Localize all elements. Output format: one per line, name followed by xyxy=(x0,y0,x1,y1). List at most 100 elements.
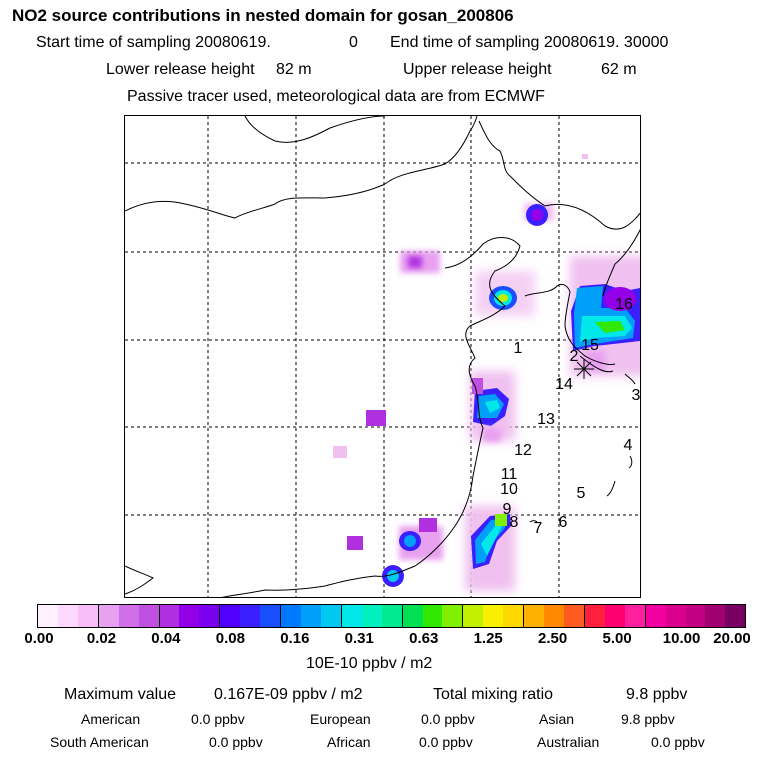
receptor-marker xyxy=(574,359,594,379)
colorbar-swatch xyxy=(98,605,119,627)
colorbar-tick-label: 0.04 xyxy=(151,630,181,647)
colorbar-tick-label: 5.00 xyxy=(602,630,632,647)
colorbar-tick-label: 0.00 xyxy=(24,630,54,647)
colorbar-swatch xyxy=(179,605,200,627)
source-label-16: 16 xyxy=(615,296,633,313)
region-american-value: 0.0 ppbv xyxy=(191,711,245,727)
colorbar-swatch xyxy=(524,605,545,627)
colorbar-tick-label: 0.16 xyxy=(280,630,310,647)
plume-bohai xyxy=(475,271,535,316)
colorbar-swatch xyxy=(463,605,484,627)
region-south-american-name: South American xyxy=(50,734,149,750)
colorbar xyxy=(37,604,746,628)
colorbar-swatch xyxy=(260,605,282,627)
colorbar-swatch xyxy=(199,605,221,627)
region-american-name: American xyxy=(81,711,141,727)
colorbar-swatch xyxy=(341,605,362,627)
colorbar-tick-label: 0.08 xyxy=(215,630,245,647)
colorbar-swatch xyxy=(563,605,585,627)
concentration-plumes xyxy=(333,154,640,591)
source-label-6: 6 xyxy=(558,514,568,531)
source-label-14: 14 xyxy=(555,376,573,393)
colorbar-units: 10E-10 ppbv / m2 xyxy=(306,655,433,672)
plume-guangdong xyxy=(347,518,504,587)
map-panel: 1 2 3 4 5 6 7 8 9 10 11 12 13 14 15 16 xyxy=(124,115,641,598)
colorbar-swatch xyxy=(422,605,443,627)
source-label-9: 9 xyxy=(502,501,512,518)
lower-release-value: 82 m xyxy=(276,61,312,78)
source-label-15: 15 xyxy=(581,337,599,354)
colorbar-swatch xyxy=(361,605,382,627)
region-asian-value: 9.8 ppbv xyxy=(621,711,675,727)
start-time-label: Start time of sampling 20080619. xyxy=(36,34,271,51)
passive-tracer-note: Passive tracer used, meteorological data… xyxy=(127,88,545,105)
colorbar-swatch xyxy=(665,605,686,627)
max-value-label: Maximum value xyxy=(64,686,177,703)
plume-wuhan xyxy=(333,410,386,458)
colorbar-swatch xyxy=(483,605,504,627)
colorbar-swatch xyxy=(38,605,58,627)
colorbar-tick-label: 20.00 xyxy=(713,630,751,647)
source-label-8: 8 xyxy=(509,514,519,531)
source-label-5: 5 xyxy=(576,485,586,502)
end-time-label: End time of sampling 20080619. 30000 xyxy=(390,34,669,51)
colorbar-swatch xyxy=(725,605,746,627)
colorbar-swatch xyxy=(240,605,261,627)
max-value: 0.167E-09 ppbv / m2 xyxy=(214,686,363,703)
plume-korea xyxy=(570,256,640,376)
colorbar-swatch xyxy=(645,605,666,627)
colorbar-swatch xyxy=(685,605,706,627)
source-label-13: 13 xyxy=(537,411,555,428)
plume-shanghai xyxy=(470,371,515,442)
colorbar-swatch xyxy=(584,605,605,627)
upper-release-value: 62 m xyxy=(601,61,637,78)
lower-release-label: Lower release height xyxy=(106,61,255,78)
colorbar-tick-label: 0.63 xyxy=(409,630,439,647)
colorbar-swatch xyxy=(220,605,241,627)
plume-north-korea xyxy=(524,203,554,226)
region-australian-name: Australian xyxy=(537,734,600,750)
upper-release-label: Upper release height xyxy=(403,61,552,78)
coastlines xyxy=(125,116,640,597)
region-african-name: African xyxy=(327,734,371,750)
colorbar-swatch xyxy=(544,605,564,627)
colorbar-tick-label: 0.02 xyxy=(86,630,117,647)
colorbar-swatch xyxy=(300,605,321,627)
start-time-value: 0 xyxy=(349,34,358,51)
region-south-american-value: 0.0 ppbv xyxy=(209,734,263,750)
lat-lon-grid xyxy=(125,116,640,597)
total-mixing-label: Total mixing ratio xyxy=(433,686,554,703)
total-mixing-value: 9.8 ppbv xyxy=(626,686,688,703)
colorbar-tick-label: 0.31 xyxy=(344,630,374,647)
region-european-value: 0.0 ppbv xyxy=(421,711,475,727)
colorbar-swatch xyxy=(503,605,525,627)
source-label-3: 3 xyxy=(631,387,641,404)
region-australian-value: 0.0 ppbv xyxy=(651,734,705,750)
colorbar-swatch xyxy=(159,605,180,627)
source-label-4: 4 xyxy=(623,437,633,454)
region-asian-name: Asian xyxy=(539,711,575,727)
colorbar-swatch xyxy=(624,605,646,627)
colorbar-tick-label: 10.00 xyxy=(662,630,701,647)
source-label-7: 7 xyxy=(533,520,543,537)
map-title: NO2 source contributions in nested domai… xyxy=(12,6,514,25)
colorbar-tick-label: 2.50 xyxy=(538,630,568,647)
colorbar-swatch xyxy=(57,605,78,627)
colorbar-swatch xyxy=(118,605,139,627)
map-canvas xyxy=(125,116,640,597)
colorbar-tick-label: 1.25 xyxy=(473,630,503,647)
colorbar-swatch xyxy=(381,605,403,627)
plume-speck xyxy=(582,154,588,159)
source-label-11: 11 xyxy=(500,466,518,483)
colorbar-swatch xyxy=(138,605,160,627)
region-european-name: European xyxy=(310,711,371,727)
colorbar-swatch xyxy=(77,605,99,627)
colorbar-swatch xyxy=(281,605,301,627)
colorbar-swatch xyxy=(402,605,423,627)
source-label-10: 10 xyxy=(500,481,518,498)
colorbar-swatch xyxy=(604,605,625,627)
source-label-1: 1 xyxy=(513,340,523,357)
colorbar-swatch xyxy=(320,605,342,627)
colorbar-swatch xyxy=(442,605,464,627)
region-african-value: 0.0 ppbv xyxy=(419,734,473,750)
